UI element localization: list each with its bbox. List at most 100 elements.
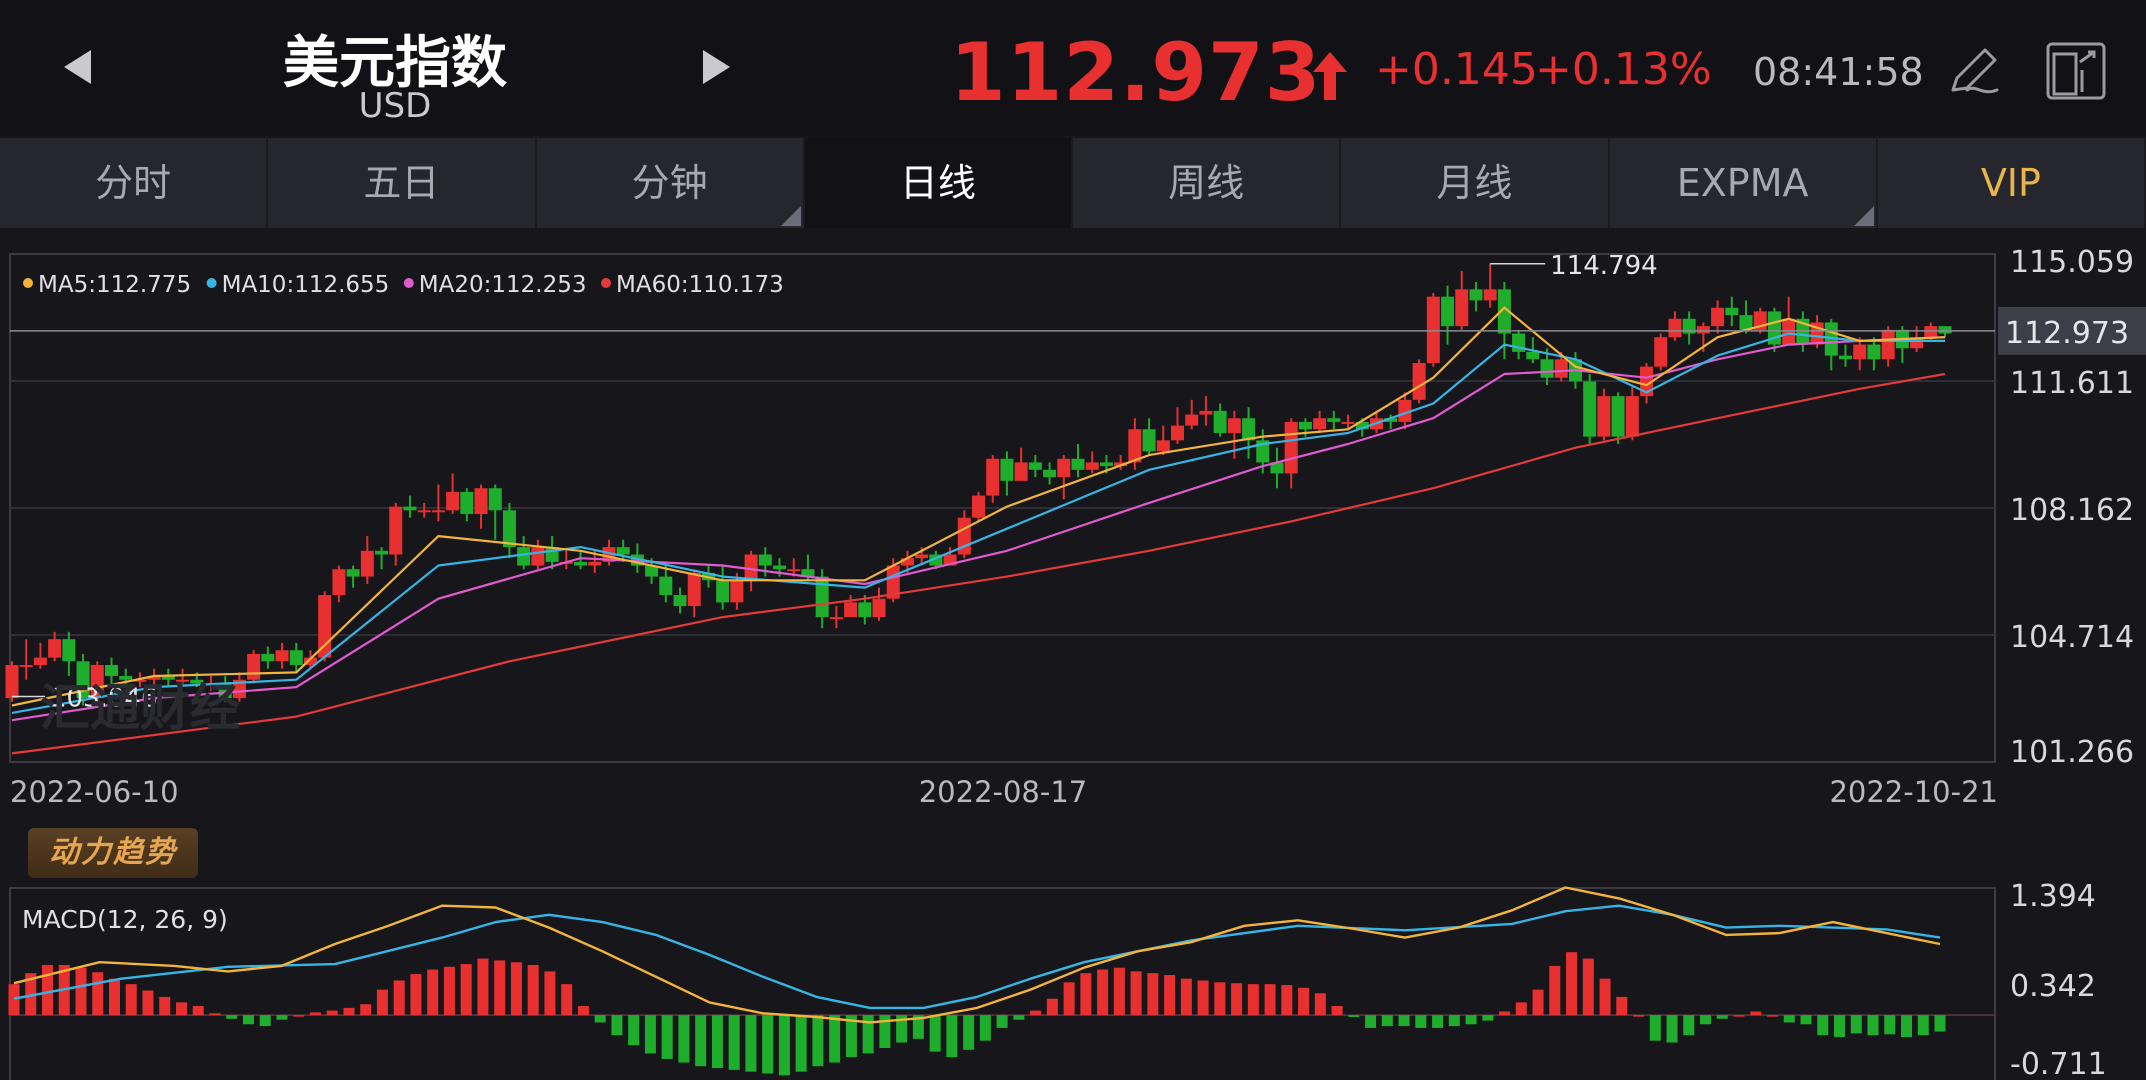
instrument-code: USD	[358, 86, 432, 126]
candle	[1043, 462, 1057, 485]
y-tick-label: 101.266	[2010, 735, 2134, 770]
high-label: 114.794	[1550, 251, 1658, 281]
y-tick-label: 104.714	[2010, 620, 2134, 655]
chevron-right-icon[interactable]	[703, 50, 730, 84]
tab-日线[interactable]: 日线	[804, 138, 1073, 228]
candle	[1469, 281, 1483, 312]
ma10-line	[11, 332, 1945, 714]
macd-histogram-bar	[58, 964, 70, 1016]
macd-histogram-bar	[1314, 993, 1326, 1016]
macd-histogram-bar	[1666, 1015, 1678, 1043]
tab-分钟[interactable]: 分钟	[537, 138, 805, 228]
indicator-badge[interactable]: 动力趋势	[28, 828, 198, 878]
candle	[1085, 451, 1099, 474]
macd-histogram-bar	[829, 1015, 841, 1063]
y-tick-label: 108.162	[2010, 493, 2134, 528]
macd-histogram-bar	[1231, 983, 1243, 1016]
macd-histogram-bar	[762, 1015, 774, 1074]
candle	[1881, 326, 1895, 367]
macd-histogram-bar	[259, 1015, 271, 1027]
corner-triangle-icon	[1853, 206, 1874, 226]
candle	[474, 484, 488, 529]
candle	[1213, 403, 1227, 437]
macd-histogram-bar	[1917, 1015, 1929, 1036]
chevron-left-icon[interactable]	[64, 50, 91, 84]
candle	[1753, 307, 1767, 334]
layout-icon[interactable]	[2044, 40, 2108, 102]
macd-histogram-bar	[1298, 987, 1310, 1016]
tab-label: 五日	[363, 161, 440, 205]
tab-月线[interactable]: 月线	[1341, 138, 1610, 228]
candle	[1654, 333, 1668, 371]
candle	[147, 668, 161, 688]
candle	[972, 491, 985, 522]
candle	[829, 606, 843, 629]
macd-histogram-bar	[276, 1015, 288, 1020]
tab-label: 月线	[1436, 161, 1513, 205]
macd-histogram-bar	[1097, 969, 1109, 1016]
candle	[161, 668, 175, 688]
candle	[858, 595, 872, 625]
candle	[360, 536, 374, 584]
candlestick-chart: 115.059 111.611 108.162 104.714 101.266 112.9…	[5, 245, 2146, 809]
macd-histogram-bar	[1348, 1015, 1360, 1017]
macd-histogram-bar	[1448, 1015, 1460, 1027]
macd-histogram-bar	[1767, 1015, 1779, 1017]
candle	[275, 642, 289, 669]
macd-histogram-bar	[812, 1015, 824, 1067]
macd-histogram-bar	[979, 1015, 991, 1041]
candle	[1398, 392, 1412, 430]
candle	[460, 488, 474, 522]
macd-histogram-bar	[477, 958, 489, 1016]
candle	[62, 631, 76, 677]
macd-histogram-bar	[745, 1015, 757, 1072]
dif-line	[13, 886, 1941, 1024]
candle	[488, 484, 502, 540]
candle	[1185, 399, 1199, 430]
candle	[76, 653, 90, 706]
macd-histogram-bar	[1499, 1011, 1511, 1016]
candle	[1441, 285, 1455, 345]
macd-histogram-bar	[1180, 978, 1192, 1016]
legend-dot	[601, 278, 611, 288]
macd-histogram-bar	[795, 1015, 807, 1072]
macd-histogram-bar	[1465, 1015, 1477, 1025]
macd-histogram-bar	[1616, 996, 1628, 1016]
tab-VIP[interactable]: VIP	[1878, 138, 2146, 228]
candle	[517, 536, 531, 570]
candle	[844, 595, 858, 618]
macd-histogram-bar	[577, 1006, 589, 1016]
legend-dot	[23, 278, 33, 288]
macd-histogram-bar	[912, 1015, 924, 1039]
tab-周线[interactable]: 周线	[1073, 138, 1342, 228]
macd-histogram-bar	[1147, 973, 1159, 1016]
last-price: 112.973	[950, 26, 1322, 119]
macd-histogram-bar	[376, 989, 388, 1016]
candle	[104, 657, 118, 688]
macd-histogram-bar	[25, 973, 37, 1016]
macd-histogram-bar	[75, 967, 87, 1016]
dea-line	[13, 904, 1941, 1010]
candle	[1455, 270, 1469, 330]
macd-histogram-bar	[862, 1015, 874, 1054]
y-tick-label: 115.059	[2010, 245, 2134, 280]
candle	[574, 550, 588, 570]
macd-histogram-bar	[1683, 1015, 1695, 1036]
tab-EXPMA[interactable]: EXPMA	[1610, 138, 1878, 228]
candle	[1071, 444, 1085, 478]
candle	[403, 495, 417, 518]
macd-histogram-bar	[1549, 965, 1561, 1016]
macd-histogram-bar	[1281, 985, 1293, 1016]
candle	[659, 565, 673, 603]
candle	[1156, 425, 1170, 456]
candle	[232, 672, 246, 702]
macd-histogram-bar	[393, 980, 405, 1016]
pen-icon[interactable]	[1945, 44, 2003, 100]
tab-分时[interactable]: 分时	[0, 138, 269, 228]
candle	[1014, 447, 1028, 481]
tab-五日[interactable]: 五日	[268, 138, 537, 228]
macd-histogram-bar	[1398, 1015, 1410, 1027]
candle	[502, 502, 516, 559]
macd-histogram-bar	[192, 1006, 204, 1016]
quote-header: 美元指数 USD 112.973 +0.145 +0.13% 08:41:58	[0, 0, 2146, 136]
